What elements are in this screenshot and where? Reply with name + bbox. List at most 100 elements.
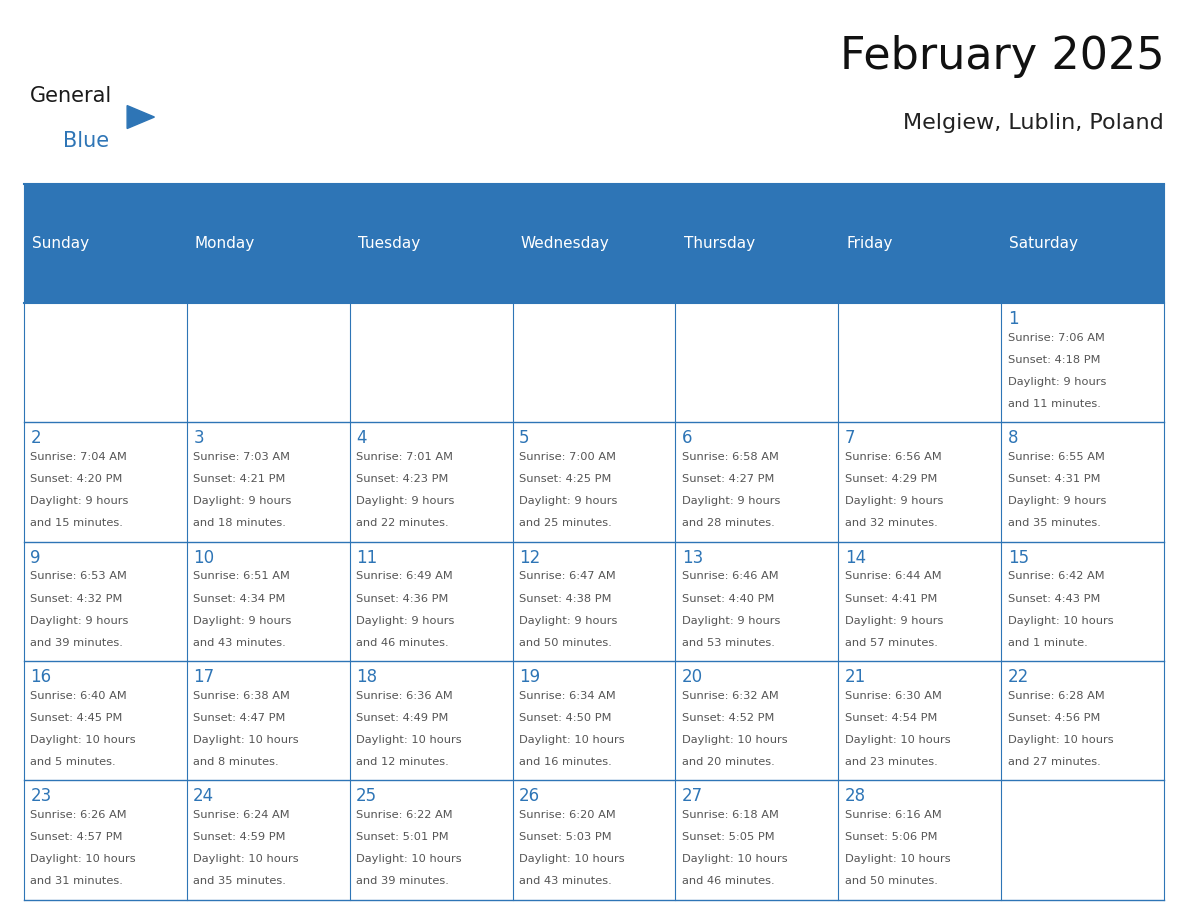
Text: Daylight: 9 hours: Daylight: 9 hours (519, 497, 618, 506)
Text: 6: 6 (682, 430, 693, 447)
Text: 15: 15 (1007, 549, 1029, 566)
Bar (187, 661, 349, 780)
Text: 12: 12 (519, 549, 541, 566)
Text: Daylight: 9 hours: Daylight: 9 hours (356, 497, 455, 506)
Text: 14: 14 (845, 549, 866, 566)
Bar (512, 780, 676, 900)
Text: and 43 minutes.: and 43 minutes. (194, 638, 286, 648)
Text: Sunrise: 6:42 AM: Sunrise: 6:42 AM (1007, 571, 1105, 581)
Text: Daylight: 10 hours: Daylight: 10 hours (519, 855, 625, 864)
Text: Saturday: Saturday (1010, 236, 1079, 251)
Text: Sunset: 4:50 PM: Sunset: 4:50 PM (519, 713, 612, 722)
Text: Daylight: 10 hours: Daylight: 10 hours (30, 735, 135, 744)
Text: 17: 17 (194, 668, 214, 686)
Text: Sunset: 4:25 PM: Sunset: 4:25 PM (519, 475, 612, 484)
Bar (349, 303, 512, 422)
Text: and 39 minutes.: and 39 minutes. (356, 877, 449, 887)
Text: and 20 minutes.: and 20 minutes. (682, 757, 775, 767)
Text: 16: 16 (30, 668, 51, 686)
Text: and 28 minutes.: and 28 minutes. (682, 519, 775, 529)
Bar (512, 422, 676, 542)
Text: Daylight: 9 hours: Daylight: 9 hours (30, 497, 128, 506)
Bar (512, 661, 676, 780)
Bar (24, 661, 187, 780)
Text: Sunset: 4:18 PM: Sunset: 4:18 PM (1007, 355, 1100, 364)
Bar (24, 542, 187, 661)
Text: 4: 4 (356, 430, 367, 447)
Text: 9: 9 (30, 549, 40, 566)
Bar (187, 303, 349, 422)
Text: Sunset: 5:06 PM: Sunset: 5:06 PM (845, 833, 937, 842)
Text: General: General (30, 85, 112, 106)
Text: 2: 2 (30, 430, 40, 447)
Text: and 39 minutes.: and 39 minutes. (30, 638, 124, 648)
Bar (1001, 780, 1164, 900)
Text: Sunrise: 6:55 AM: Sunrise: 6:55 AM (1007, 453, 1105, 462)
Text: Sunrise: 6:58 AM: Sunrise: 6:58 AM (682, 453, 779, 462)
Bar (1001, 661, 1164, 780)
Text: Tuesday: Tuesday (358, 236, 421, 251)
Text: Sunset: 4:54 PM: Sunset: 4:54 PM (845, 713, 937, 722)
Text: Sunrise: 6:46 AM: Sunrise: 6:46 AM (682, 571, 778, 581)
Text: Daylight: 10 hours: Daylight: 10 hours (356, 735, 462, 744)
Text: Sunset: 4:49 PM: Sunset: 4:49 PM (356, 713, 449, 722)
Text: and 32 minutes.: and 32 minutes. (845, 519, 937, 529)
Text: and 53 minutes.: and 53 minutes. (682, 638, 775, 648)
Text: 3: 3 (194, 430, 204, 447)
Text: Sunrise: 6:36 AM: Sunrise: 6:36 AM (356, 690, 453, 700)
Text: Sunset: 4:21 PM: Sunset: 4:21 PM (194, 475, 285, 484)
Text: and 8 minutes.: and 8 minutes. (194, 757, 279, 767)
Text: Sunrise: 6:26 AM: Sunrise: 6:26 AM (30, 810, 127, 820)
Text: Friday: Friday (847, 236, 893, 251)
Text: 7: 7 (845, 430, 855, 447)
Bar (1001, 303, 1164, 422)
Bar (676, 661, 839, 780)
Bar (676, 303, 839, 422)
Text: Blue: Blue (63, 131, 109, 151)
Text: Sunset: 4:32 PM: Sunset: 4:32 PM (30, 594, 122, 603)
Text: Sunset: 4:31 PM: Sunset: 4:31 PM (1007, 475, 1100, 484)
Text: and 50 minutes.: and 50 minutes. (845, 877, 937, 887)
Text: Sunrise: 7:00 AM: Sunrise: 7:00 AM (519, 453, 617, 462)
Text: and 5 minutes.: and 5 minutes. (30, 757, 116, 767)
Text: Sunrise: 6:22 AM: Sunrise: 6:22 AM (356, 810, 453, 820)
Text: Sunrise: 6:20 AM: Sunrise: 6:20 AM (519, 810, 615, 820)
Text: Melgiew, Lublin, Poland: Melgiew, Lublin, Poland (904, 113, 1164, 133)
Text: Sunrise: 6:28 AM: Sunrise: 6:28 AM (1007, 690, 1105, 700)
Bar (1001, 542, 1164, 661)
Text: Sunset: 4:20 PM: Sunset: 4:20 PM (30, 475, 122, 484)
Text: and 27 minutes.: and 27 minutes. (1007, 757, 1100, 767)
Text: and 18 minutes.: and 18 minutes. (194, 519, 286, 529)
Bar (24, 184, 1164, 303)
Text: Daylight: 10 hours: Daylight: 10 hours (194, 855, 299, 864)
Bar (349, 780, 512, 900)
Bar (349, 542, 512, 661)
Bar (349, 422, 512, 542)
Text: 26: 26 (519, 788, 541, 805)
Bar (187, 422, 349, 542)
Bar (512, 303, 676, 422)
Text: 28: 28 (845, 788, 866, 805)
Text: Daylight: 9 hours: Daylight: 9 hours (682, 497, 781, 506)
Text: Sunrise: 7:06 AM: Sunrise: 7:06 AM (1007, 333, 1105, 342)
Text: Sunset: 4:41 PM: Sunset: 4:41 PM (845, 594, 937, 603)
Text: Sunrise: 7:01 AM: Sunrise: 7:01 AM (356, 453, 453, 462)
Text: Thursday: Thursday (683, 236, 754, 251)
Text: 13: 13 (682, 549, 703, 566)
Text: Daylight: 10 hours: Daylight: 10 hours (1007, 735, 1113, 744)
Text: 18: 18 (356, 668, 378, 686)
Text: 20: 20 (682, 668, 703, 686)
Text: February 2025: February 2025 (840, 35, 1164, 78)
Text: Sunset: 4:57 PM: Sunset: 4:57 PM (30, 833, 122, 842)
Text: Daylight: 10 hours: Daylight: 10 hours (682, 735, 788, 744)
Text: Daylight: 10 hours: Daylight: 10 hours (519, 735, 625, 744)
Text: Daylight: 10 hours: Daylight: 10 hours (682, 855, 788, 864)
Text: 24: 24 (194, 788, 214, 805)
Text: Daylight: 10 hours: Daylight: 10 hours (194, 735, 299, 744)
Text: and 50 minutes.: and 50 minutes. (519, 638, 612, 648)
Bar (676, 422, 839, 542)
Bar (839, 780, 1001, 900)
Bar (1001, 422, 1164, 542)
Text: Daylight: 9 hours: Daylight: 9 hours (519, 616, 618, 625)
Text: Sunrise: 6:49 AM: Sunrise: 6:49 AM (356, 571, 453, 581)
